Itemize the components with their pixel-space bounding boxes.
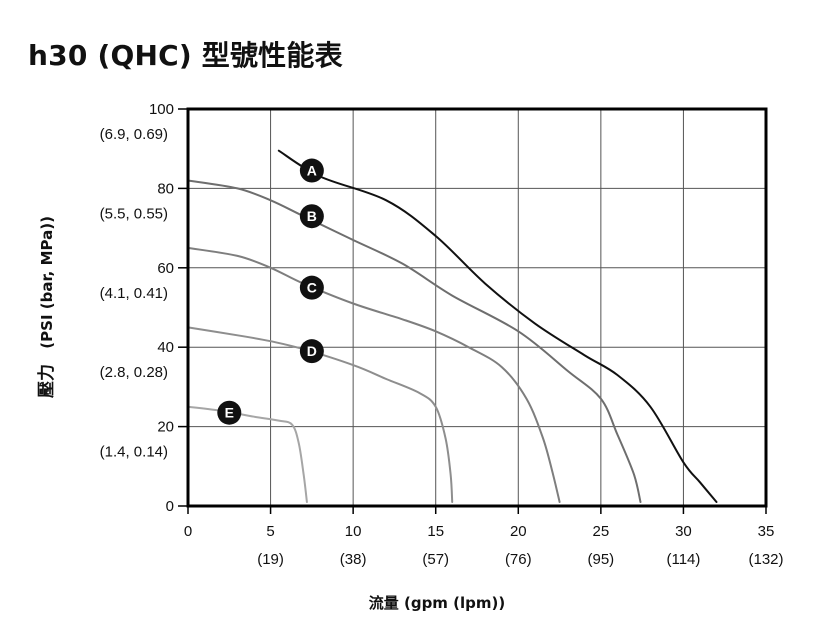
series-line-e [187,405,308,503]
x-tick-sublabel: (19) [257,551,284,568]
y-tick-sublabel: (1.4, 0.14) [100,444,168,461]
plot-frame [186,107,768,508]
x-tick-sublabel: (132) [748,551,783,568]
x-tick-label: 10 [345,523,362,540]
series-marker-label-d: D [307,343,317,359]
x-tick-sublabel: (57) [422,551,449,568]
x-tick-sublabel: (76) [505,551,532,568]
series-marker-b [299,204,324,229]
y-axis-label-prefix: 壓力 [36,364,57,398]
x-tick-label: 25 [593,523,610,540]
x-tick-sublabel: (95) [588,551,615,568]
series-marker-d [299,339,324,364]
series-marker-label-c: C [307,280,317,296]
y-tick-label: 40 [157,339,174,356]
x-tick-label: 15 [427,523,444,540]
series-marker-e [217,400,242,425]
y-tick-sublabel: (5.5, 0.55) [100,205,168,222]
x-tick-label: 30 [675,523,692,540]
axis-ticks: 0 5 (19) 10 (38) 15 (57) 20 (76) 25 (95) 30 (114) 35 (… [100,101,784,568]
y-axis-label-units: (PSI (bar, MPa)) [38,216,56,349]
grid [188,109,766,506]
x-tick-label: 0 [184,523,192,540]
y-tick-sublabel: (4.1, 0.41) [100,285,168,302]
series-markers: A B C D E [217,158,324,425]
y-tick-label: 60 [157,260,174,277]
series-marker-a [299,158,324,183]
series-marker-label-e: E [225,405,234,421]
x-tick-label: 35 [758,523,775,540]
series-line-b [187,179,642,503]
y-tick-sublabel: (2.8, 0.28) [100,364,168,381]
series-marker-label-a: A [307,163,317,179]
x-axis-label: 流量 (gpm (lpm)) [369,594,505,612]
series-line-d [187,326,454,503]
y-tick-label: 20 [157,419,174,436]
y-tick-label: 100 [149,101,174,118]
series-group [187,149,718,503]
y-axis-label: 壓力 (PSI (bar, MPa)) [36,216,57,398]
y-tick-label: 0 [166,498,174,515]
series-marker-c [299,275,324,300]
y-tick-label: 80 [157,180,174,197]
series-line-a [277,149,718,503]
chart-title: h30 (QHC) 型號性能表 [28,39,343,72]
series-line-c [187,246,561,503]
x-tick-sublabel: (114) [666,551,700,568]
y-tick-sublabel: (6.9, 0.69) [100,126,168,143]
x-tick-label: 5 [266,523,274,540]
x-tick-label: 20 [510,523,527,540]
x-tick-sublabel: (38) [340,551,367,568]
series-marker-label-b: B [307,208,317,224]
